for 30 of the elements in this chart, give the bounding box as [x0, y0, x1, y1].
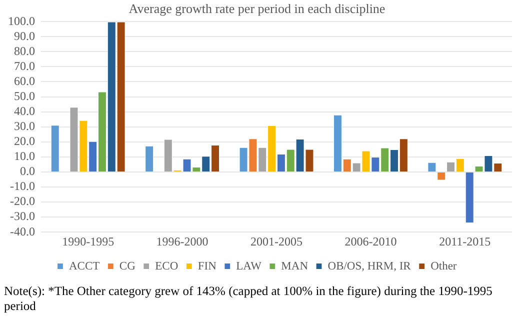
- x-tick-label: 1990-1995: [62, 234, 114, 248]
- legend-label: ECO: [155, 260, 178, 272]
- x-tick-label: 1996-2000: [156, 234, 208, 248]
- legend-label: LAW: [236, 260, 262, 272]
- x-tick-label: 2011-2015: [439, 234, 491, 248]
- y-tick-label: -30.0: [10, 209, 35, 224]
- legend-label: ACCT: [68, 260, 100, 272]
- x-tick-label: 2006-2010: [344, 234, 397, 248]
- legend-label: Other: [430, 260, 457, 272]
- y-tick-label: 10.0: [14, 149, 35, 164]
- text: Note(s): *The Other category grew of 143% (capped at 100% in the figure) during the 1990-1995 period: [4, 284, 494, 314]
- legend-label: OB/OS, HRM, IR: [328, 260, 412, 272]
- y-tick-label: -40.0: [10, 224, 35, 238]
- y-tick-label: 40.0: [14, 104, 35, 118]
- y-tick-label: 90.0: [14, 28, 35, 43]
- chart-title: Average growth rate per period in each discipline: [128, 1, 386, 16]
- legend-label: MAN: [281, 260, 309, 272]
- x-tick-label: 2001-2005: [250, 234, 302, 248]
- y-tick-label: 100.0: [8, 14, 35, 28]
- legend-label: FIN: [198, 260, 218, 272]
- y-tick-label: 60.0: [14, 74, 35, 88]
- y-tick-label: 30.0: [14, 119, 35, 134]
- y-tick-label: 80.0: [14, 44, 35, 58]
- y-tick-label: -10.0: [10, 179, 35, 194]
- legend-label: CG: [119, 260, 136, 272]
- y-tick-label: -20.0: [10, 194, 35, 208]
- y-tick-label: 0.0: [20, 164, 35, 178]
- y-tick-label: 70.0: [14, 58, 35, 73]
- y-tick-label: 50.0: [14, 88, 35, 103]
- y-tick-label: 20.0: [14, 134, 35, 148]
